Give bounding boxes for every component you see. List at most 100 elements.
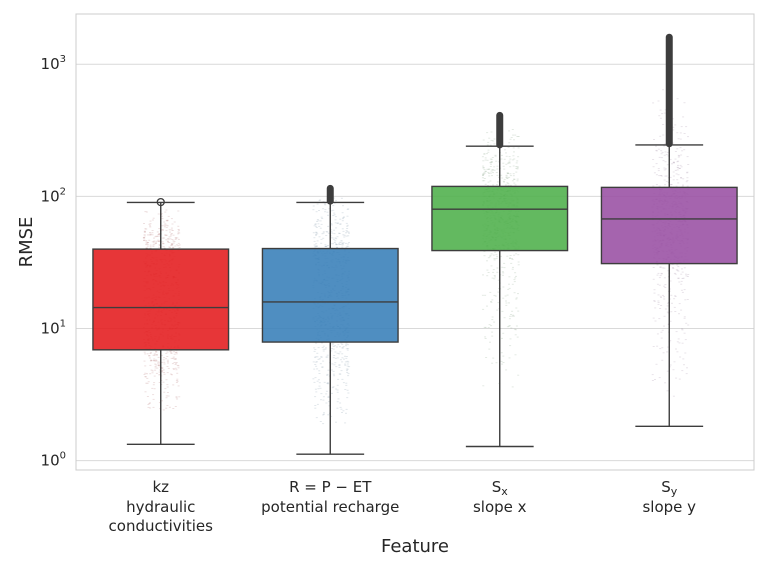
strip-point — [333, 364, 336, 366]
strip-point — [149, 234, 152, 236]
strip-point — [340, 408, 343, 410]
strip-point — [493, 138, 496, 140]
strip-point — [342, 205, 344, 207]
strip-point — [166, 351, 169, 353]
strip-point — [663, 285, 666, 287]
strip-point — [332, 197, 335, 199]
strip-point — [146, 373, 148, 375]
strip-point — [322, 201, 325, 202]
strip-point — [676, 148, 679, 150]
strip-point — [318, 385, 321, 387]
strip-point — [343, 358, 345, 360]
strip-point — [672, 179, 675, 181]
strip-point — [339, 241, 342, 243]
strip-point — [508, 160, 511, 162]
strip-point — [488, 175, 491, 177]
strip-point — [320, 393, 323, 395]
strip-point — [144, 228, 147, 230]
strip-point — [331, 237, 334, 239]
strip-point — [502, 297, 505, 299]
strip-point — [343, 236, 346, 238]
strip-point — [324, 246, 327, 247]
strip-point — [345, 384, 348, 386]
strip-point — [669, 176, 672, 178]
strip-point — [673, 272, 676, 274]
strip-point — [686, 177, 689, 179]
strip-point — [658, 175, 661, 177]
strip-point — [316, 361, 318, 363]
strip-point — [318, 382, 321, 384]
strip-point — [665, 154, 668, 156]
strip-point — [491, 299, 494, 301]
strip-point — [685, 181, 688, 183]
strip-point — [324, 244, 327, 246]
strip-point — [146, 234, 149, 236]
strip-point — [168, 236, 171, 238]
strip-point — [677, 338, 680, 340]
strip-point — [338, 373, 341, 375]
strip-point — [315, 232, 318, 234]
strip-point — [517, 261, 520, 263]
strip-point — [325, 393, 328, 395]
strip-point — [653, 300, 656, 302]
strip-point — [143, 230, 146, 232]
strip-point — [167, 241, 169, 243]
strip-point — [155, 364, 158, 366]
strip-point — [322, 396, 325, 398]
strip-point — [502, 286, 505, 288]
strip-point — [674, 151, 677, 152]
strip-point — [314, 364, 317, 365]
strip-point — [683, 267, 686, 269]
strip-point — [342, 382, 345, 384]
strip-point — [682, 277, 685, 279]
strip-point — [502, 362, 505, 363]
strip-point — [319, 199, 322, 201]
strip-point — [490, 161, 493, 163]
strip-point — [312, 378, 315, 380]
strip-point — [155, 242, 157, 244]
strip-point — [176, 380, 179, 382]
strip-point — [315, 225, 318, 227]
strip-point — [661, 267, 664, 269]
strip-point — [506, 255, 509, 257]
strip-point — [151, 230, 154, 231]
strip-point — [483, 153, 486, 155]
strip-point — [680, 309, 683, 311]
strip-point — [153, 237, 155, 239]
strip-point — [158, 228, 161, 230]
strip-point — [177, 210, 180, 212]
strip-point — [682, 358, 685, 360]
strip-point — [346, 370, 348, 372]
strip-point — [157, 364, 160, 366]
strip-point — [512, 314, 514, 316]
strip-point — [161, 237, 164, 239]
strip-point — [491, 175, 493, 177]
strip-point — [686, 185, 689, 187]
strip-point — [146, 244, 149, 245]
strip-point — [338, 232, 341, 234]
strip-point — [513, 178, 516, 180]
strip-point — [332, 348, 335, 350]
strip-point — [149, 247, 152, 249]
strip-point — [163, 247, 166, 249]
strip-point — [143, 351, 146, 353]
strip-point — [507, 162, 509, 164]
strip-point — [177, 233, 180, 235]
strip-point — [170, 352, 173, 354]
strip-point — [347, 375, 350, 377]
strip-point — [677, 167, 679, 169]
strip-point — [167, 367, 170, 369]
strip-point — [150, 359, 153, 361]
strip-point — [162, 243, 165, 245]
strip-point — [344, 389, 347, 390]
strip-point — [675, 348, 677, 350]
strip-point — [683, 289, 686, 291]
strip-point — [490, 253, 493, 255]
strip-point — [324, 209, 327, 211]
strip-point — [341, 347, 344, 349]
strip-point — [669, 183, 672, 185]
strip-point — [164, 211, 167, 213]
strip-point — [161, 229, 164, 230]
strip-point — [666, 311, 669, 313]
strip-point — [652, 267, 655, 268]
